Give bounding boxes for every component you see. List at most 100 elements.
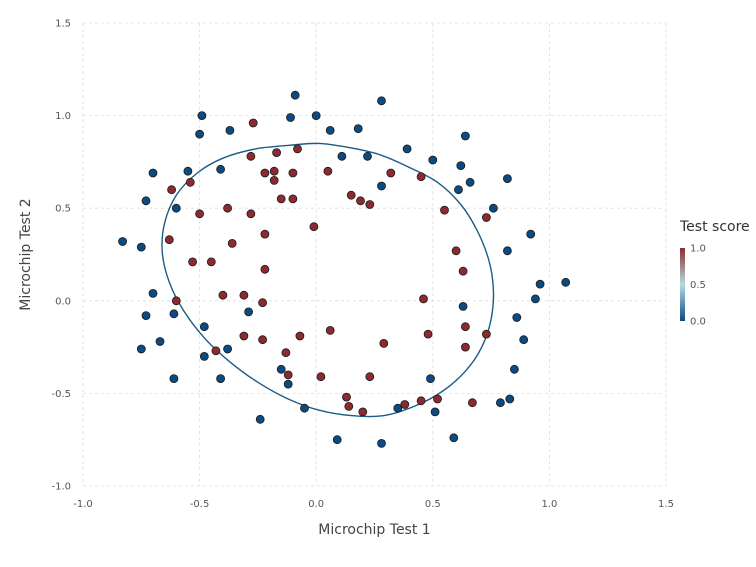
- x-tick-label: 0.5: [425, 499, 441, 510]
- x-tick-label: -1.0: [73, 499, 93, 510]
- data-point-score-1: [239, 331, 249, 341]
- data-point-score-0: [402, 144, 412, 154]
- y-tick-label: 1.0: [55, 111, 71, 122]
- data-point-score-1: [295, 331, 305, 341]
- data-point-score-0: [197, 111, 207, 120]
- data-point-score-1: [293, 144, 302, 154]
- data-point-score-1: [258, 298, 268, 308]
- y-axis-title: Microchip Test 2: [18, 198, 34, 310]
- data-point-score-0: [426, 374, 435, 384]
- x-tick-label: 0.0: [308, 499, 324, 510]
- data-point-score-0: [460, 131, 470, 141]
- data-point-score-0: [148, 168, 158, 178]
- data-point-score-0: [283, 379, 293, 389]
- data-point-score-0: [141, 311, 151, 321]
- data-point-score-0: [169, 309, 179, 319]
- data-point-score-1: [246, 151, 256, 161]
- data-point-score-0: [136, 344, 146, 354]
- data-point-score-0: [332, 435, 342, 445]
- colorbar-legend: Test score 1.0 0.5 0.0: [679, 219, 750, 328]
- data-point-score-1: [258, 335, 268, 345]
- data-point-score-0: [195, 129, 205, 139]
- data-point-score-0: [377, 438, 386, 448]
- data-point-score-1: [288, 168, 298, 178]
- data-point-score-0: [465, 177, 475, 187]
- data-point-score-1: [269, 166, 279, 176]
- data-point-score-0: [148, 288, 158, 298]
- data-point-score-0: [561, 277, 571, 287]
- data-point-score-0: [325, 125, 335, 135]
- data-point-score-0: [311, 111, 321, 120]
- data-point-score-0: [377, 96, 386, 106]
- data-point-score-0: [141, 196, 151, 206]
- data-point-score-1: [185, 177, 195, 187]
- data-point-score-1: [467, 398, 477, 408]
- data-point-score-1: [458, 266, 468, 276]
- data-point-score-0: [454, 185, 463, 195]
- data-point-score-1: [342, 392, 351, 402]
- data-point-score-0: [155, 337, 165, 346]
- data-point-score-1: [218, 290, 228, 300]
- data-point-score-1: [272, 148, 282, 158]
- data-point-score-1: [451, 246, 461, 256]
- data-point-score-0: [510, 364, 519, 374]
- decision-boundary-layer: [161, 142, 495, 418]
- data-point-score-1: [227, 238, 237, 248]
- data-point-score-1: [356, 196, 365, 206]
- data-point-score-0: [393, 403, 403, 413]
- y-tick-label: 0.5: [55, 204, 71, 215]
- data-point-score-0: [276, 364, 286, 374]
- data-point-score-0: [216, 164, 226, 174]
- data-point-score-1: [260, 229, 270, 239]
- data-point-score-0: [428, 155, 438, 165]
- data-point-score-1: [171, 296, 181, 306]
- decision-boundary: [161, 142, 495, 418]
- data-point-score-0: [244, 307, 254, 317]
- data-point-score-1: [460, 342, 470, 352]
- data-point-score-0: [169, 374, 179, 384]
- data-point-score-0: [216, 374, 226, 384]
- x-axis-ticks: -1.0 -0.5 0.0 0.5 1.0 1.5: [73, 499, 674, 510]
- y-tick-label: -1.0: [51, 482, 71, 493]
- data-point-score-1: [346, 190, 356, 200]
- y-tick-label: 1.5: [55, 19, 71, 30]
- data-point-score-1: [316, 372, 326, 382]
- data-point-score-1: [433, 394, 442, 404]
- data-point-score-0: [458, 301, 468, 311]
- data-point-score-1: [309, 222, 319, 232]
- data-point-score-0: [526, 229, 536, 239]
- data-point-score-0: [377, 181, 386, 191]
- colorbar: [680, 248, 685, 321]
- data-point-score-0: [512, 313, 522, 322]
- data-point-score-1: [460, 322, 470, 332]
- data-point-score-1: [344, 401, 354, 411]
- data-point-score-1: [206, 257, 216, 267]
- data-point-score-1: [281, 348, 291, 358]
- data-points: [118, 90, 571, 448]
- data-point-score-0: [502, 246, 512, 256]
- data-point-score-1: [481, 213, 491, 222]
- colorbar-tick-label: 1.0: [690, 244, 706, 255]
- data-point-score-0: [488, 203, 498, 213]
- data-point-score-1: [260, 264, 270, 274]
- data-point-score-0: [286, 113, 295, 122]
- x-axis-title: Microchip Test 1: [318, 522, 430, 538]
- x-tick-label: 1.5: [658, 499, 674, 510]
- x-tick-label: -0.5: [190, 499, 210, 510]
- data-point-score-0: [199, 351, 209, 361]
- data-point-score-0: [337, 151, 347, 161]
- data-point-score-1: [283, 370, 293, 380]
- legend-title: Test score: [679, 219, 750, 235]
- data-point-score-0: [535, 279, 545, 289]
- data-point-score-1: [188, 257, 198, 267]
- data-point-score-1: [379, 338, 389, 348]
- data-point-score-1: [164, 235, 174, 245]
- data-point-score-1: [269, 175, 279, 185]
- y-tick-label: -0.5: [51, 389, 71, 400]
- data-point-score-1: [419, 294, 428, 304]
- data-point-score-0: [171, 203, 181, 213]
- data-point-score-1: [481, 329, 491, 339]
- data-point-score-1: [323, 166, 333, 176]
- data-point-score-0: [519, 335, 529, 345]
